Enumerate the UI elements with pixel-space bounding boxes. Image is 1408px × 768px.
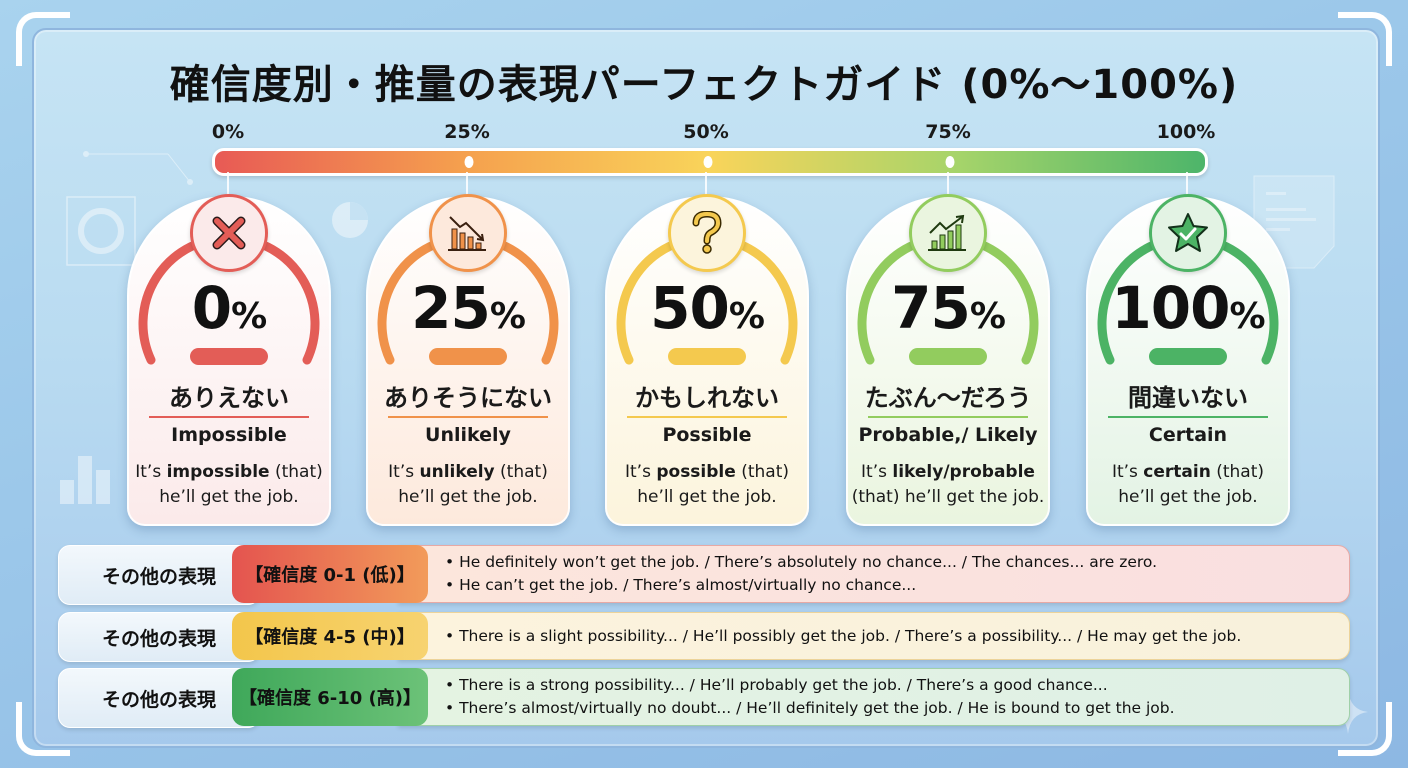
expression-line: • There is a strong possibility... / He’… bbox=[445, 676, 1108, 694]
expressions-list: • He definitely won’t get the job. / The… bbox=[398, 545, 1350, 603]
circuit-line-decoration bbox=[83, 151, 193, 185]
icon-badge bbox=[1149, 194, 1227, 272]
divider bbox=[388, 416, 548, 418]
connector-line bbox=[227, 172, 229, 196]
english-label: Impossible bbox=[171, 424, 287, 446]
scale-label-100: 100% bbox=[1156, 121, 1216, 143]
percent-value: 25% bbox=[411, 274, 526, 342]
level-pill bbox=[668, 348, 746, 365]
rising-chart-icon bbox=[928, 214, 966, 251]
example-sentence: It’s unlikely (that) he’ll get the job. bbox=[388, 462, 548, 507]
confidence-gradient-bar bbox=[212, 148, 1208, 176]
scale-label-25: 25% bbox=[444, 121, 490, 143]
page-title: 確信度別・推量の表現パーフェクトガイド (0%〜100%) bbox=[169, 62, 1239, 108]
level-pill bbox=[429, 348, 507, 365]
level-pill bbox=[1149, 348, 1227, 365]
frame-corner-decoration bbox=[1338, 702, 1392, 756]
scale-label-75: 75% bbox=[925, 121, 971, 143]
expression-line: • There is a slight possibility... / He’… bbox=[445, 626, 1242, 645]
confidence-tag-mid: 【確信度 4-5 (中)】 bbox=[232, 612, 428, 660]
english-label: Certain bbox=[1148, 424, 1228, 446]
percent-value: 50% bbox=[650, 274, 765, 342]
card-impossible: 0% ありえない Impossible It’s impossible (tha… bbox=[127, 194, 331, 526]
divider bbox=[1108, 416, 1268, 418]
japanese-label: かもしれない bbox=[635, 384, 779, 412]
confidence-tag-high: 【確信度 6-10 (高)】 bbox=[232, 668, 428, 726]
japanese-label: ありそうにない bbox=[384, 384, 552, 412]
row-label: その他の表現 bbox=[58, 668, 260, 728]
other-expressions-row-low: • He definitely won’t get the job. / The… bbox=[58, 545, 1350, 605]
example-sentence: It’s certain (that) he’ll get the job. bbox=[1111, 462, 1265, 507]
card-possible: 50% かもしれない Possible It’s possible (that)… bbox=[605, 194, 809, 526]
japanese-label: たぶん〜だろう bbox=[864, 384, 1032, 412]
declining-chart-icon bbox=[448, 216, 486, 251]
divider bbox=[627, 416, 787, 418]
icon-badge bbox=[909, 194, 987, 272]
connector-line bbox=[466, 172, 468, 196]
bar-marker-50 bbox=[703, 156, 713, 168]
level-pill bbox=[190, 348, 268, 365]
divider bbox=[149, 416, 309, 418]
other-expressions-row-mid: • There is a slight possibility... / He’… bbox=[58, 612, 1350, 662]
row-label: その他の表現 bbox=[58, 612, 260, 662]
pie-chart-icon bbox=[332, 202, 368, 238]
english-label: Unlikely bbox=[425, 424, 511, 446]
donut-chart-icon bbox=[66, 196, 136, 266]
japanese-label: ありえない bbox=[169, 384, 289, 412]
card-certain: 100% 間違いない Certain It’s certain (that) he… bbox=[1086, 194, 1290, 526]
connector-line bbox=[947, 172, 949, 196]
connector-line bbox=[1186, 172, 1188, 196]
row-label: その他の表現 bbox=[58, 545, 260, 605]
icon-badge bbox=[429, 194, 507, 272]
percent-value: 0% bbox=[191, 274, 267, 342]
divider bbox=[868, 416, 1028, 418]
expression-line: • He can’t get the job. / There’s almost… bbox=[445, 576, 917, 594]
example-sentence: It’s impossible (that) he’ll get the job. bbox=[135, 462, 323, 507]
expression-line: • There’s almost/virtually no doubt... /… bbox=[445, 699, 1175, 717]
other-expressions-row-high: • There is a strong possibility... / He’… bbox=[58, 668, 1350, 728]
percent-value: 100% bbox=[1111, 274, 1265, 342]
japanese-label: 間違いない bbox=[1128, 384, 1248, 412]
expression-line: • He definitely won’t get the job. / The… bbox=[445, 553, 1158, 571]
example-sentence: It’s possible (that) he’ll get the job. bbox=[625, 462, 789, 507]
scale-labels: 0% 25% 50% 75% 100% bbox=[0, 121, 1408, 145]
frame-corner-decoration bbox=[16, 12, 70, 66]
question-mark-icon bbox=[692, 211, 722, 254]
bar-chart-decoration bbox=[60, 456, 110, 504]
scale-label-0: 0% bbox=[211, 121, 245, 143]
confidence-tag-low: 【確信度 0-1 (低)】 bbox=[232, 545, 428, 603]
bar-marker-75 bbox=[945, 156, 955, 168]
frame-corner-decoration bbox=[1338, 12, 1392, 66]
expressions-list: • There is a slight possibility... / He’… bbox=[398, 612, 1350, 660]
x-mark-icon bbox=[212, 216, 246, 250]
english-label: Probable,/ Likely bbox=[858, 424, 1038, 446]
star-check-icon bbox=[1168, 213, 1208, 252]
english-label: Possible bbox=[662, 424, 752, 446]
bar-marker-25 bbox=[464, 156, 474, 168]
frame-corner-decoration bbox=[16, 702, 70, 756]
connector-line bbox=[705, 172, 707, 196]
expressions-list: • There is a strong possibility... / He’… bbox=[398, 668, 1350, 726]
example-sentence: It’s likely/probable (that) he’ll get the… bbox=[851, 462, 1045, 507]
card-unlikely: 25% ありそうにない Unlikely It’s unlikely (that… bbox=[366, 194, 570, 526]
scale-label-50: 50% bbox=[683, 121, 729, 143]
percent-value: 75% bbox=[891, 274, 1006, 342]
icon-badge bbox=[668, 194, 746, 272]
card-probable: 75% たぶん〜だろう Probable,/ Likely It’s likel… bbox=[846, 194, 1050, 526]
icon-badge bbox=[190, 194, 268, 272]
level-pill bbox=[909, 348, 987, 365]
